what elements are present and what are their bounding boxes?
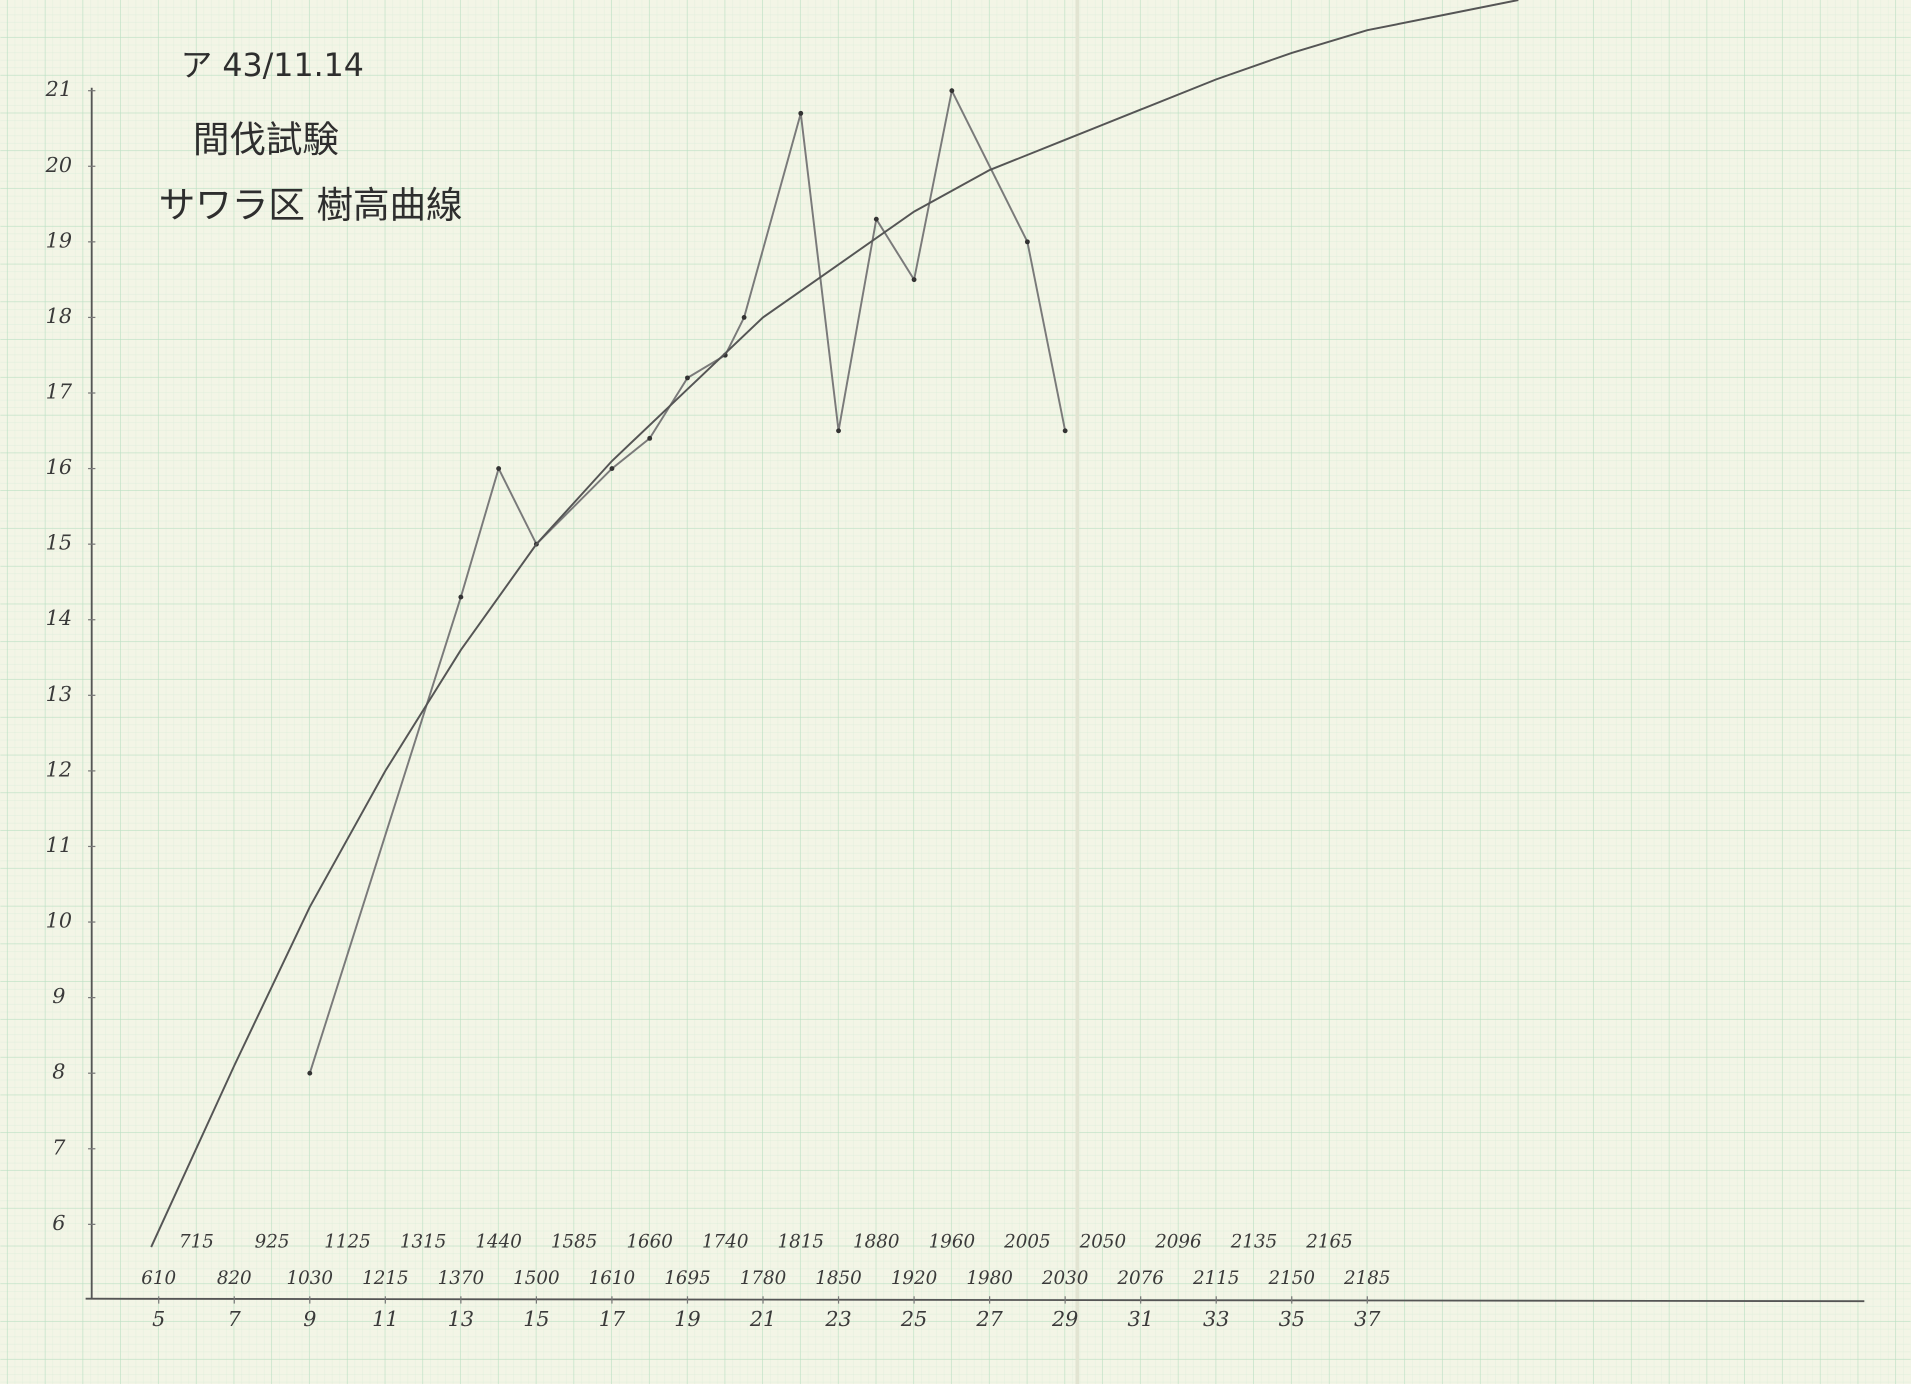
x-tick-label: 15	[523, 1307, 549, 1331]
data-point	[458, 594, 464, 600]
x-tick-label: 13	[448, 1307, 474, 1331]
data-line	[150, 0, 1519, 1248]
x-tick-label: 29	[1051, 1307, 1078, 1331]
x-tick-label: 11	[372, 1307, 398, 1331]
annotation: サワラ区 樹高曲線	[159, 184, 463, 227]
x-row-label: 1500	[513, 1268, 560, 1289]
x-tick-label: 25	[900, 1307, 927, 1331]
x-tick-label: 9	[303, 1307, 316, 1331]
y-tick-label: 11	[46, 833, 72, 857]
x-row-label: 1920	[891, 1268, 938, 1289]
data-point	[949, 88, 955, 94]
data-point	[911, 277, 917, 283]
y-tick-label: 17	[46, 380, 73, 404]
data-point	[647, 435, 653, 441]
x-tick-label: 21	[749, 1307, 776, 1331]
y-tick-label: 16	[46, 455, 72, 479]
x-row-label: 1960	[929, 1232, 976, 1253]
x-row-label: 610	[141, 1268, 176, 1289]
x-row-label: 2150	[1268, 1268, 1316, 1289]
y-tick-label: 20	[45, 153, 72, 177]
data-point	[741, 314, 747, 320]
data-point	[1062, 428, 1068, 434]
x-tick-label: 5	[152, 1307, 165, 1331]
y-tick-label: 8	[52, 1060, 65, 1084]
x-row-label: 1585	[551, 1232, 598, 1253]
data-point	[609, 466, 615, 472]
y-tick-label: 9	[52, 984, 65, 1008]
data-point	[873, 216, 879, 222]
x-row-label: 1440	[475, 1232, 522, 1253]
x-tick-label: 27	[975, 1307, 1003, 1331]
x-row-label: 1125	[324, 1232, 371, 1253]
x-row-label: 1660	[626, 1232, 673, 1253]
x-tick-label: 7	[228, 1307, 242, 1331]
x-row-label: 1695	[664, 1268, 710, 1289]
y-tick-label: 7	[52, 1135, 66, 1159]
x-row-label: 2096	[1154, 1232, 1202, 1253]
x-row-label: 1980	[966, 1268, 1013, 1289]
x-row-label: 2185	[1343, 1268, 1391, 1289]
x-tick-label: 33	[1203, 1307, 1229, 1331]
y-tick-label: 19	[46, 228, 72, 252]
x-row-label: 1315	[400, 1232, 447, 1253]
x-tick-label: 23	[824, 1307, 851, 1331]
x-row-label: 2030	[1041, 1268, 1089, 1289]
x-row-label: 1030	[287, 1268, 334, 1289]
data-point	[798, 110, 804, 116]
x-row-label: 2076	[1116, 1268, 1164, 1289]
x-row-label: 1610	[589, 1268, 636, 1289]
y-tick-label: 15	[46, 531, 72, 555]
y-tick-label: 21	[45, 77, 72, 101]
data-point	[1024, 239, 1030, 245]
x-row-label: 1215	[362, 1268, 409, 1289]
data-line	[308, 87, 1067, 1074]
x-row-label: 1850	[815, 1268, 862, 1289]
x-row-label: 925	[255, 1232, 290, 1253]
x-tick-label: 35	[1279, 1307, 1305, 1331]
y-tick-label: 18	[46, 304, 72, 328]
x-row-label: 2005	[1003, 1232, 1051, 1253]
x-row-label: 2050	[1079, 1232, 1127, 1253]
chart-title: ア 43/11.14	[181, 48, 364, 84]
x-row-label: 1370	[438, 1268, 485, 1289]
data-point	[496, 466, 502, 472]
y-tick-label: 10	[46, 909, 72, 933]
x-tick-label: 37	[1354, 1307, 1381, 1331]
x-row-label: 1880	[853, 1232, 900, 1253]
x-row-label: 1780	[740, 1268, 787, 1289]
x-row-label: 1815	[778, 1232, 825, 1253]
y-tick-label: 12	[46, 757, 72, 781]
x-tick-label: 17	[599, 1307, 626, 1331]
y-tick-label: 6	[52, 1211, 65, 1235]
x-row-label: 2165	[1305, 1232, 1352, 1253]
x-tick-label: 19	[674, 1307, 700, 1331]
x-axis	[85, 1297, 1865, 1303]
data-point	[307, 1070, 313, 1076]
data-point	[836, 428, 841, 434]
chart-subtitle: 間伐試験	[193, 118, 339, 161]
x-tick-label: 31	[1128, 1307, 1154, 1331]
data-point	[685, 375, 690, 381]
x-row-label: 2115	[1192, 1268, 1240, 1289]
y-tick-label: 13	[46, 682, 72, 706]
y-tick-label: 14	[46, 606, 72, 630]
x-row-label: 820	[217, 1268, 252, 1289]
x-row-label: 2135	[1230, 1232, 1278, 1253]
x-row-label: 715	[179, 1232, 214, 1253]
x-row-label: 1740	[702, 1232, 749, 1253]
